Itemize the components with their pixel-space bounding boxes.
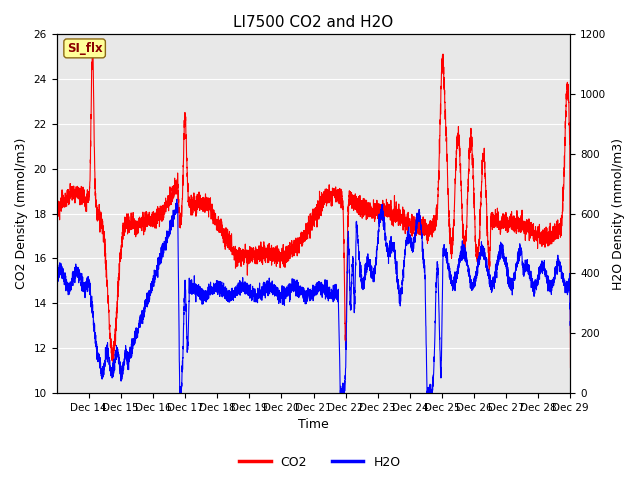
Title: LI7500 CO2 and H2O: LI7500 CO2 and H2O	[234, 15, 394, 30]
Y-axis label: CO2 Density (mmol/m3): CO2 Density (mmol/m3)	[15, 138, 28, 289]
Text: SI_flx: SI_flx	[67, 42, 102, 55]
X-axis label: Time: Time	[298, 419, 329, 432]
Legend: CO2, H2O: CO2, H2O	[234, 451, 406, 474]
Y-axis label: H2O Density (mmol/m3): H2O Density (mmol/m3)	[612, 138, 625, 289]
